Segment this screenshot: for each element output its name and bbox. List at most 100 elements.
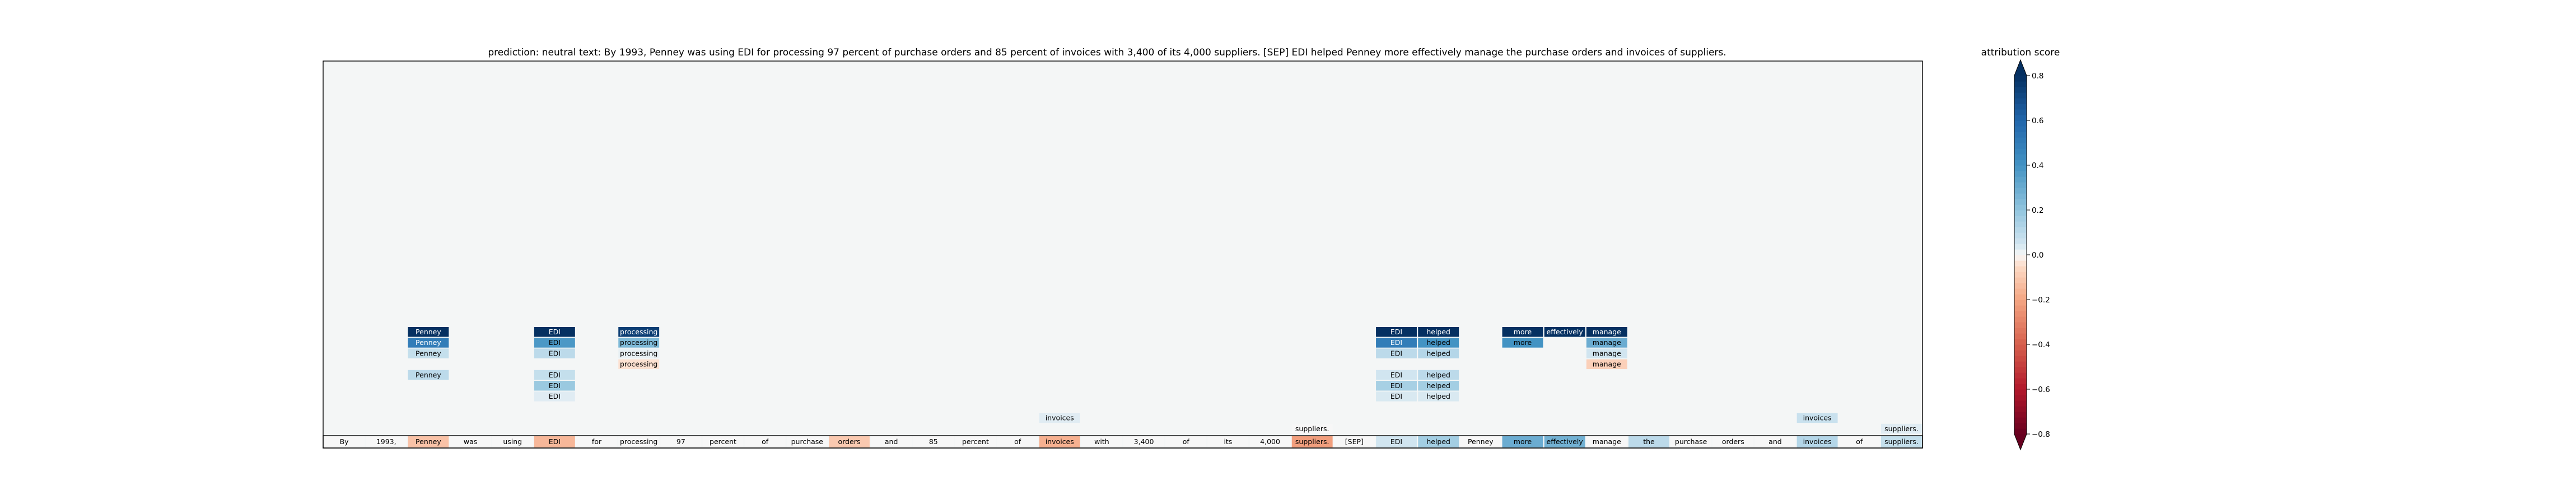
attention-label: EDI — [1390, 371, 1402, 379]
attention-fill — [534, 327, 575, 337]
token-label: more — [1514, 437, 1532, 446]
token-cell: manage — [1586, 436, 1627, 447]
attention-fill — [1586, 327, 1627, 337]
colorbar-segment — [2014, 417, 2027, 423]
attention-label: processing — [620, 349, 657, 357]
token-label: for — [592, 437, 602, 446]
colorbar-segment — [2014, 361, 2027, 367]
attention-label: helped — [1426, 349, 1450, 357]
attention-cell: EDI — [1376, 370, 1417, 380]
colorbar-tick-label: −0.8 — [2032, 430, 2050, 439]
token-fill — [324, 436, 365, 447]
token-cell: By — [324, 436, 365, 447]
attention-fill — [1880, 423, 1922, 434]
token-cell: and — [1754, 436, 1796, 447]
colorbar-segment — [2014, 76, 2027, 82]
attention-label: Penney — [416, 328, 441, 336]
token-fill — [1796, 436, 1838, 447]
attention-cells: Penney Penney Penney Penney EDI EDI EDI EDI EDI E… — [408, 327, 1922, 434]
colorbar-segment — [2014, 148, 2027, 155]
attention-label: EDI — [549, 328, 561, 336]
attention-cell: more — [1502, 327, 1543, 337]
colorbar-segment — [2014, 132, 2027, 138]
token-fill — [913, 436, 954, 447]
colorbar-segment — [2014, 126, 2027, 132]
colorbar-segment — [2014, 266, 2027, 272]
attention-cell: EDI — [1376, 381, 1417, 391]
attention-cell: effectively — [1544, 327, 1585, 337]
colorbar-segment — [2014, 104, 2027, 110]
token-label: EDI — [1390, 437, 1402, 446]
attention-cell: Penney — [408, 327, 449, 337]
token-cell: of — [1165, 436, 1207, 447]
attention-label: processing — [620, 360, 657, 368]
attention-label: EDI — [1390, 349, 1402, 357]
attention-fill — [1796, 413, 1838, 423]
token-cell: processing — [618, 436, 660, 447]
token-fill — [786, 436, 828, 447]
colorbar-label: attribution score — [1981, 47, 2060, 58]
colorbar-segment — [2014, 378, 2027, 384]
colorbar-segment — [2014, 350, 2027, 356]
attention-cell: suppliers. — [1291, 423, 1333, 434]
colorbar-tick-label: 0.2 — [2032, 206, 2043, 215]
colorbar-segment — [2014, 98, 2027, 104]
token-fill — [1502, 436, 1543, 447]
token-fill — [829, 436, 870, 447]
colorbar-segment — [2014, 328, 2027, 334]
attention-cell: EDI — [534, 370, 575, 380]
attention-fill — [534, 348, 575, 358]
token-label: Penney — [1468, 437, 1494, 446]
attention-fill — [1544, 327, 1585, 337]
attention-fill — [1418, 381, 1459, 391]
colorbar-segment — [2014, 288, 2027, 295]
attention-fill — [1039, 413, 1080, 423]
colorbar-segment — [2014, 249, 2027, 255]
token-label: the — [1643, 437, 1655, 446]
colorbar-segment — [2014, 372, 2027, 379]
attention-fill — [1418, 391, 1459, 402]
colorbar-segment — [2014, 109, 2027, 115]
attention-cell: EDI — [1376, 327, 1417, 337]
token-cell: 3,400 — [1123, 436, 1165, 447]
colorbar-segment — [2014, 227, 2027, 233]
colorbar-segment — [2014, 305, 2027, 311]
token-label: with — [1094, 437, 1109, 446]
colorbar-segment — [2014, 238, 2027, 244]
attention-label: processing — [620, 328, 657, 336]
token-cell: helped — [1418, 436, 1459, 447]
token-cell: 4,000 — [1249, 436, 1291, 447]
attention-label: suppliers. — [1884, 424, 1919, 433]
attention-cell: manage — [1586, 338, 1627, 348]
attention-fill — [1586, 348, 1627, 358]
token-fill — [1754, 436, 1796, 447]
attention-label: Penney — [416, 338, 441, 347]
token-label: orders — [838, 437, 861, 446]
token-cell: percent — [702, 436, 744, 447]
colorbar-segment — [2014, 204, 2027, 211]
token-fill — [1291, 436, 1333, 447]
colorbar-segment — [2014, 137, 2027, 143]
attention-cell: suppliers. — [1880, 423, 1922, 434]
token-fill — [1081, 436, 1122, 447]
token-fill — [576, 436, 617, 447]
token-fill — [1670, 436, 1712, 447]
token-label: Penney — [416, 437, 441, 446]
attention-label: effectively — [1547, 328, 1584, 336]
attention-label: manage — [1593, 349, 1621, 357]
colorbar-segment — [2014, 311, 2027, 317]
colorbar-segment — [2014, 389, 2027, 395]
token-fill — [997, 436, 1038, 447]
attention-cell: Penney — [408, 348, 449, 358]
token-cell: was — [450, 436, 491, 447]
token-fill — [871, 436, 912, 447]
token-fill — [1712, 436, 1754, 447]
attention-label: EDI — [549, 349, 561, 357]
colorbar-segment — [2014, 154, 2027, 160]
attention-cell: helped — [1418, 381, 1459, 391]
attention-fill — [1291, 423, 1333, 434]
colorbar-tick-label: 0.0 — [2032, 251, 2043, 260]
attention-cell: invoices — [1796, 413, 1838, 423]
colorbar-segment — [2014, 143, 2027, 149]
